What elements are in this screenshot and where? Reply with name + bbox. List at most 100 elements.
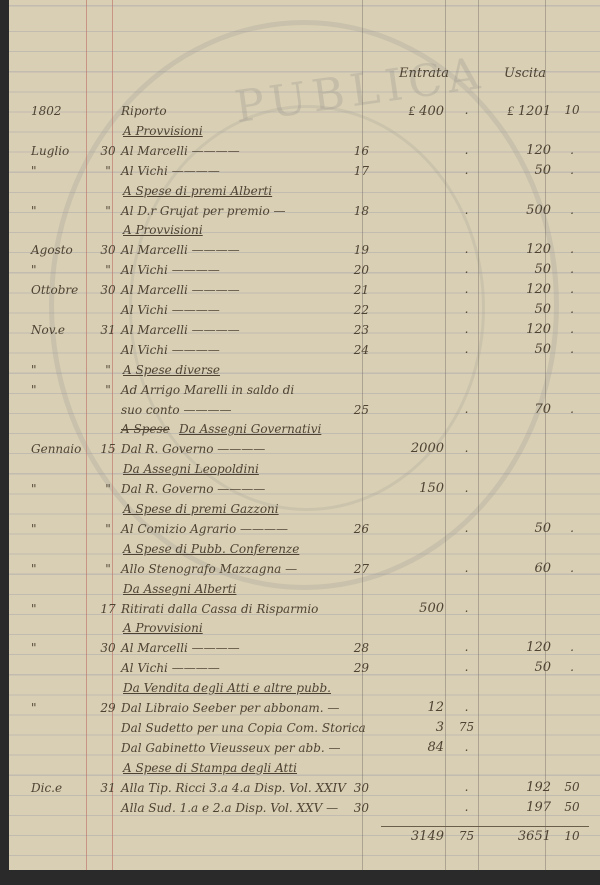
ledger-row: " " Dal R. Governo ———— 150. bbox=[9, 480, 600, 500]
day-cell: " bbox=[105, 561, 111, 576]
header-entrata: Entrata bbox=[399, 66, 450, 81]
day-cell: 15 bbox=[100, 442, 116, 457]
entrata-centesimi: . bbox=[464, 799, 469, 814]
ledger-row: Da Vendita degli Atti e altre pubb. bbox=[9, 679, 600, 699]
column-rule bbox=[478, 0, 479, 870]
description-cell: Dal R. Governo ———— bbox=[121, 442, 266, 457]
description-cell: Riporto bbox=[121, 104, 167, 118]
entrata-centesimi: . bbox=[464, 640, 469, 655]
ledger-row: Alla Sud. 1.a e 2.a Disp. Vol. XXV — 30. 1… bbox=[9, 799, 600, 819]
month-cell: " bbox=[31, 641, 37, 656]
reference-number: 23 bbox=[353, 322, 369, 337]
description-cell: Da Assegni Governativi bbox=[179, 422, 322, 437]
description-cell: Dal Libraio Seeber per abbonam. — bbox=[121, 701, 340, 715]
description-cell: Ad Arrigo Marelli in saldo di bbox=[121, 382, 295, 397]
ledger-row: A Spese di Pubb. Conferenze bbox=[9, 540, 600, 560]
description-cell: Al Marcelli ———— bbox=[121, 283, 240, 298]
day-cell: " bbox=[105, 263, 111, 278]
column-rule bbox=[545, 0, 546, 870]
description-cell: suo conto ———— bbox=[121, 402, 232, 417]
uscita-centesimi: 10 bbox=[564, 829, 580, 843]
entrata-centesimi: . bbox=[464, 560, 469, 575]
description-cell: Da Assegni Alberti bbox=[123, 581, 237, 596]
margin-line bbox=[112, 0, 113, 870]
uscita-lire: ₤ 1201 bbox=[507, 104, 551, 119]
archive-stamp-watermark: PUBLICA bbox=[49, 20, 559, 590]
ledger-row: " " Al Vichi ———— 17. 50. bbox=[9, 162, 600, 182]
uscita-lire: 50 bbox=[534, 341, 551, 357]
entrata-lire: 2000 bbox=[410, 441, 444, 457]
uscita-lire: 50 bbox=[534, 520, 551, 536]
uscita-centesimi: . bbox=[570, 321, 574, 336]
description-cell: Al Marcelli ———— bbox=[121, 641, 240, 656]
uscita-lire: 60 bbox=[534, 560, 551, 576]
ledger-row: " " Al Vichi ———— 20. 50. bbox=[9, 261, 600, 281]
day-cell: " bbox=[105, 163, 111, 178]
reference-number: 30 bbox=[353, 800, 369, 815]
ledger-row: " " Al Comizio Agrario ———— 26. 50. bbox=[9, 520, 600, 540]
entrata-centesimi: . bbox=[464, 739, 469, 754]
description-cell: Dal Gabinetto Vieusseux per abb. — bbox=[121, 740, 341, 755]
entrata-centesimi: . bbox=[464, 441, 469, 456]
entrata-centesimi: . bbox=[464, 242, 469, 257]
ledger-row: Da Assegni Leopoldini bbox=[9, 460, 600, 480]
uscita-centesimi: . bbox=[570, 341, 574, 356]
description-cell: Al Vichi ———— bbox=[121, 263, 220, 278]
day-cell: 31 bbox=[100, 780, 116, 795]
uscita-lire: 50 bbox=[534, 302, 551, 317]
day-cell: 30 bbox=[100, 283, 116, 298]
month-cell: " bbox=[31, 601, 37, 616]
reference-number: 29 bbox=[353, 661, 369, 676]
ledger-row: suo conto ———— 25. 70. bbox=[9, 401, 600, 421]
ledger-row: Nov.e 31 Al Marcelli ———— 23. 120. bbox=[9, 321, 600, 341]
uscita-centesimi: . bbox=[570, 560, 574, 575]
entrata-centesimi: . bbox=[464, 202, 469, 217]
entrata-centesimi: . bbox=[464, 700, 469, 714]
description-cell: A Provvisioni bbox=[123, 223, 203, 238]
description-cell: Allo Stenografo Mazzagna — bbox=[121, 561, 298, 576]
reference-number: 18 bbox=[353, 203, 369, 218]
uscita-centesimi: . bbox=[570, 401, 574, 416]
uscita-centesimi: . bbox=[570, 302, 574, 316]
day-cell: 30 bbox=[100, 243, 116, 258]
reference-number: 16 bbox=[353, 143, 369, 158]
day-cell: 29 bbox=[100, 701, 116, 715]
description-cell: Al Vichi ———— bbox=[121, 342, 220, 357]
day-cell: " bbox=[105, 382, 111, 397]
month-cell: " bbox=[31, 203, 37, 218]
description-cell: Al Marcelli ———— bbox=[121, 322, 240, 337]
month-cell: " bbox=[31, 362, 37, 377]
total-rule bbox=[381, 826, 589, 827]
ledger-row: Dal Sudetto per una Copia Com. Storica 3 7… bbox=[9, 719, 600, 739]
totals-row: 3149 75 3651 10 bbox=[9, 828, 600, 848]
ledger-row: Agosto 30 Al Marcelli ———— 19. 120. bbox=[9, 241, 600, 261]
ledger-row: Dic.e 31 Alla Tip. Ricci 3.a 4.a Disp. Vol… bbox=[9, 779, 600, 799]
column-rule bbox=[362, 0, 363, 870]
margin-line bbox=[86, 0, 87, 870]
month-cell: Luglio bbox=[31, 143, 70, 158]
entrata-centesimi: 75 bbox=[458, 719, 475, 734]
uscita-lire: 120 bbox=[526, 242, 551, 258]
uscita-lire: 192 bbox=[526, 779, 551, 795]
ledger-row: Da Assegni Alberti bbox=[9, 580, 600, 600]
month-cell: " bbox=[31, 482, 37, 497]
month-cell: 1802 bbox=[31, 104, 62, 118]
day-cell: " bbox=[105, 482, 111, 497]
ledger-row: Luglio 30 Al Marcelli ———— 16. 120. bbox=[9, 142, 600, 162]
description-cell: A Spese di premi Alberti bbox=[123, 183, 273, 198]
entrata-centesimi: . bbox=[464, 262, 469, 277]
entrata-centesimi: . bbox=[464, 162, 469, 177]
description-cell: Al Vichi ———— bbox=[121, 163, 220, 178]
reference-number: 25 bbox=[353, 402, 369, 417]
month-cell: " bbox=[31, 263, 37, 278]
entrata-centesimi: . bbox=[464, 660, 469, 675]
ledger-row: Al Vichi ———— 22. 50. bbox=[9, 301, 600, 321]
ledger-row: " " Ad Arrigo Marelli in saldo di bbox=[9, 381, 600, 401]
uscita-lire: 120 bbox=[526, 142, 551, 158]
header-uscita: Uscita bbox=[504, 66, 547, 81]
month-cell: Agosto bbox=[31, 243, 73, 258]
day-cell: 30 bbox=[100, 143, 116, 158]
description-cell: Al Vichi ———— bbox=[121, 661, 220, 676]
uscita-centesimi: . bbox=[570, 202, 574, 217]
reference-number: 20 bbox=[353, 263, 369, 278]
